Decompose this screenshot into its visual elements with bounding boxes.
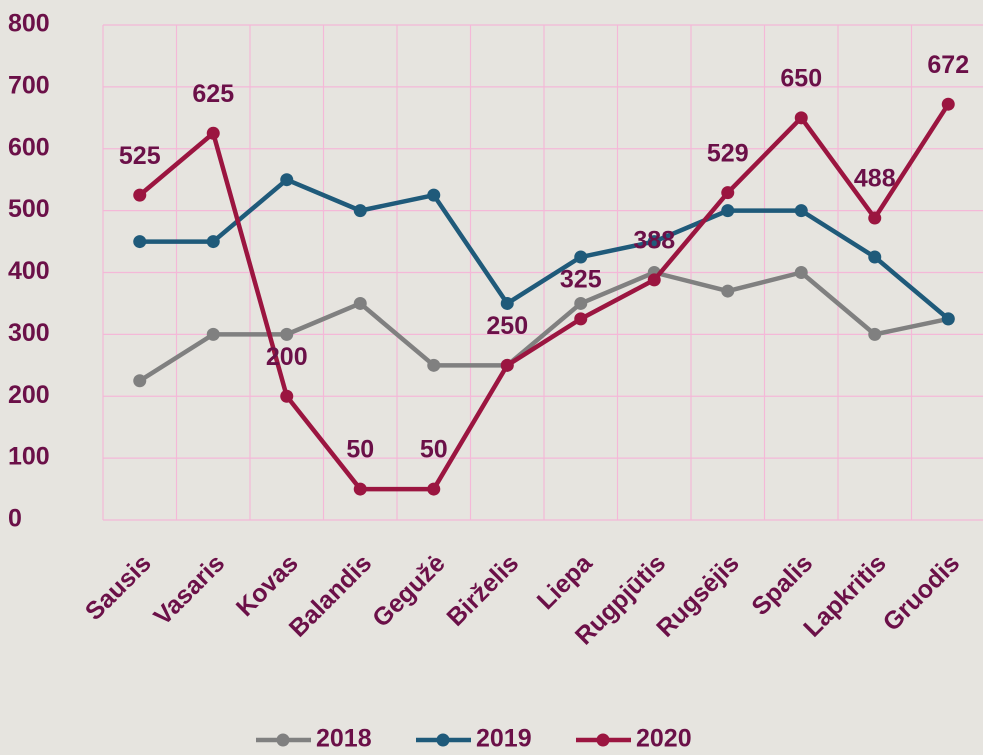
data-label: 50 (346, 436, 374, 464)
x-tick-label: Sausis (80, 549, 157, 626)
data-label: 488 (854, 165, 896, 193)
y-tick-label: 800 (8, 10, 50, 38)
data-label: 200 (266, 343, 308, 371)
marker (794, 266, 808, 279)
marker (206, 126, 220, 140)
marker (794, 204, 808, 218)
data-label: 650 (780, 64, 822, 92)
marker (647, 273, 661, 287)
legend-label: 2019 (476, 725, 532, 753)
marker (133, 374, 147, 388)
marker (941, 312, 955, 326)
marker (574, 296, 588, 310)
marker (868, 211, 882, 225)
series-line (138, 102, 951, 492)
data-label: 525 (119, 142, 161, 170)
y-tick-label: 600 (8, 133, 50, 161)
marker (353, 296, 367, 310)
marker (868, 250, 882, 264)
data-label: 325 (560, 266, 602, 294)
marker (133, 188, 147, 202)
marker (721, 204, 735, 218)
legend-marker (276, 733, 290, 747)
marker (647, 235, 661, 249)
data-label: 388 (633, 227, 675, 255)
y-tick-label: 200 (8, 381, 50, 409)
legend-marker (436, 733, 450, 747)
series-line (139, 177, 950, 321)
y-tick-label: 400 (8, 257, 50, 285)
marker (427, 482, 441, 496)
x-tick-label: Vasaris (148, 549, 230, 631)
marker (868, 327, 882, 341)
data-label: 50 (420, 436, 448, 464)
x-tick-label: Gruodis (878, 549, 966, 637)
x-tick-label: Spalis (746, 549, 818, 621)
marker (794, 111, 808, 125)
marker (500, 296, 514, 310)
y-tick-label: 500 (8, 195, 50, 223)
y-tick-label: 0 (8, 505, 22, 533)
x-tick-label: Liepa (532, 548, 599, 615)
marker (280, 389, 294, 403)
marker (353, 204, 367, 218)
marker (574, 312, 588, 326)
marker (280, 173, 294, 187)
data-label: 529 (707, 139, 749, 167)
legend-label: 2020 (636, 725, 692, 753)
marker (206, 327, 220, 341)
x-tick-label: Birželis (441, 549, 524, 632)
legend-label: 2018 (316, 725, 372, 753)
marker (941, 97, 955, 111)
marker (427, 188, 441, 202)
data-label: 250 (486, 312, 528, 340)
legend-marker (596, 733, 610, 747)
marker (427, 358, 441, 372)
x-tick-label: Kovas (231, 549, 304, 622)
y-tick-label: 100 (8, 443, 50, 471)
marker (353, 482, 367, 496)
marker (721, 284, 735, 298)
marker (574, 250, 588, 264)
y-tick-label: 700 (8, 71, 50, 99)
marker (280, 327, 294, 341)
data-label: 672 (927, 51, 969, 79)
marker (133, 235, 147, 249)
series-line (138, 270, 949, 383)
marker (206, 235, 220, 249)
marker (721, 186, 735, 200)
marker (500, 358, 514, 372)
x-tick-label: Gegužė (367, 549, 451, 633)
y-tick-label: 300 (8, 319, 50, 347)
data-label: 625 (192, 80, 234, 108)
